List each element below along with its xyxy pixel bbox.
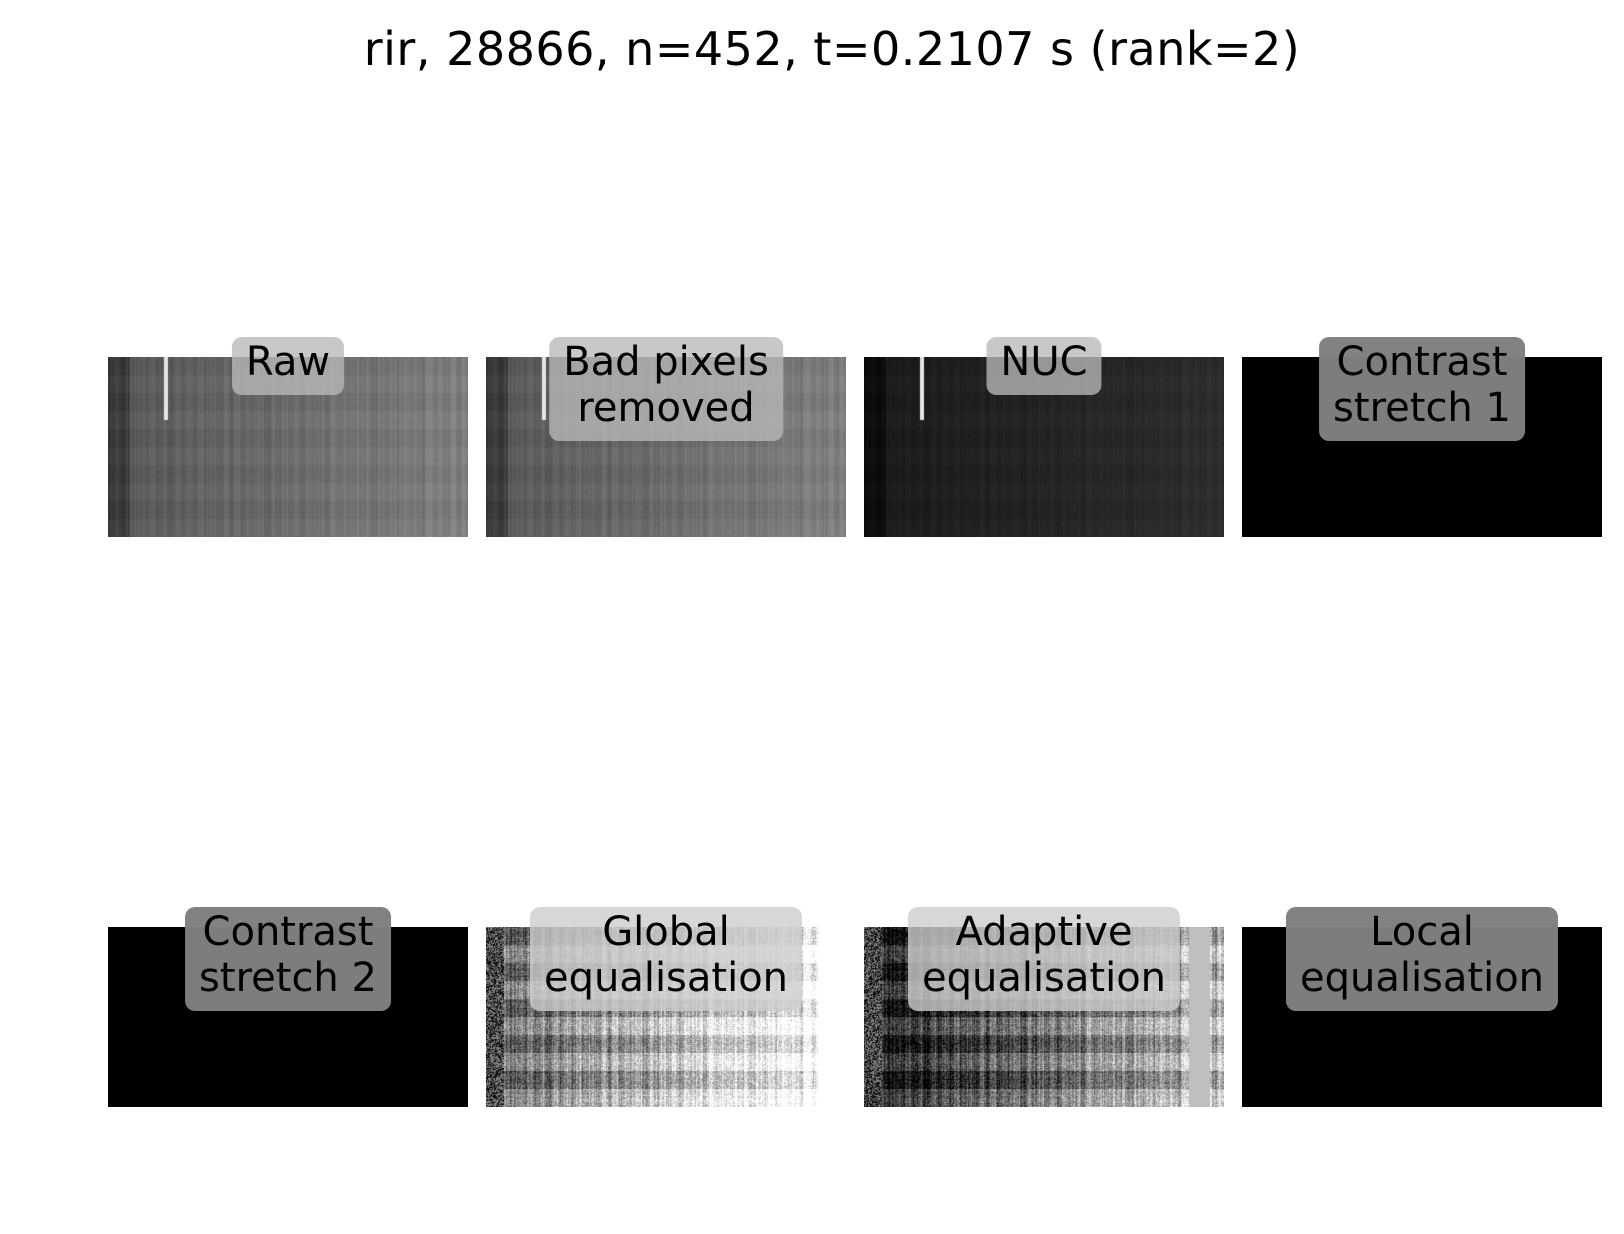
- panel-label-local-equalisation: Local equalisation: [1285, 907, 1559, 1011]
- figure-title: rir, 28866, n=452, t=0.2107 s (rank=2): [363, 22, 1301, 76]
- panel-label-global-equalisation: Global equalisation: [529, 907, 803, 1011]
- panel-label-contrast-stretch-2: Contrast stretch 2: [185, 907, 391, 1011]
- panel-label-adaptive-equalisation: Adaptive equalisation: [907, 907, 1181, 1011]
- panel-nuc: NUC: [864, 337, 1224, 537]
- panel-contrast-stretch-1: Contrast stretch 1: [1242, 337, 1602, 537]
- panel-bad-pixels-removed: Bad pixels removed: [486, 337, 846, 537]
- panel-global-equalisation: Global equalisation: [486, 907, 846, 1107]
- panel-contrast-stretch-2: Contrast stretch 2: [108, 907, 468, 1107]
- panel-raw: Raw: [108, 337, 468, 537]
- panel-label-raw: Raw: [231, 337, 345, 395]
- panel-adaptive-equalisation: Adaptive equalisation: [864, 907, 1224, 1107]
- panel-label-contrast-stretch-1: Contrast stretch 1: [1319, 337, 1525, 441]
- panel-label-nuc: NUC: [986, 337, 1102, 395]
- panel-label-bad-pixels: Bad pixels removed: [549, 337, 783, 441]
- panel-local-equalisation: Local equalisation: [1242, 907, 1602, 1107]
